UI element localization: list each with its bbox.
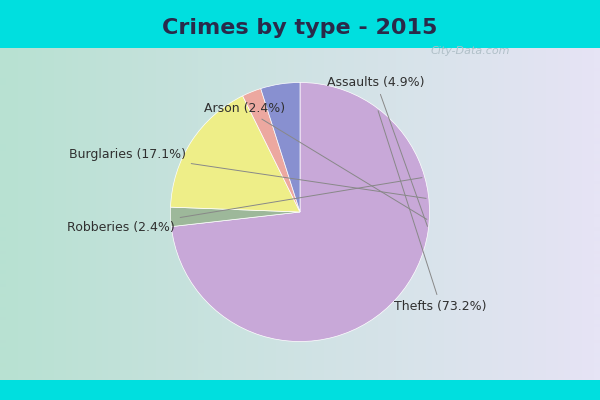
Text: Robberies (2.4%): Robberies (2.4%) xyxy=(67,178,422,234)
Text: Thefts (73.2%): Thefts (73.2%) xyxy=(378,111,487,313)
Wedge shape xyxy=(242,88,300,212)
Wedge shape xyxy=(261,82,300,212)
Wedge shape xyxy=(170,96,300,212)
Text: Arson (2.4%): Arson (2.4%) xyxy=(203,102,427,219)
Wedge shape xyxy=(172,82,430,342)
Text: Burglaries (17.1%): Burglaries (17.1%) xyxy=(69,148,426,198)
Text: Assaults (4.9%): Assaults (4.9%) xyxy=(328,76,427,226)
Wedge shape xyxy=(170,207,300,227)
Text: Crimes by type - 2015: Crimes by type - 2015 xyxy=(163,18,437,38)
Text: City-Data.com: City-Data.com xyxy=(431,46,510,56)
